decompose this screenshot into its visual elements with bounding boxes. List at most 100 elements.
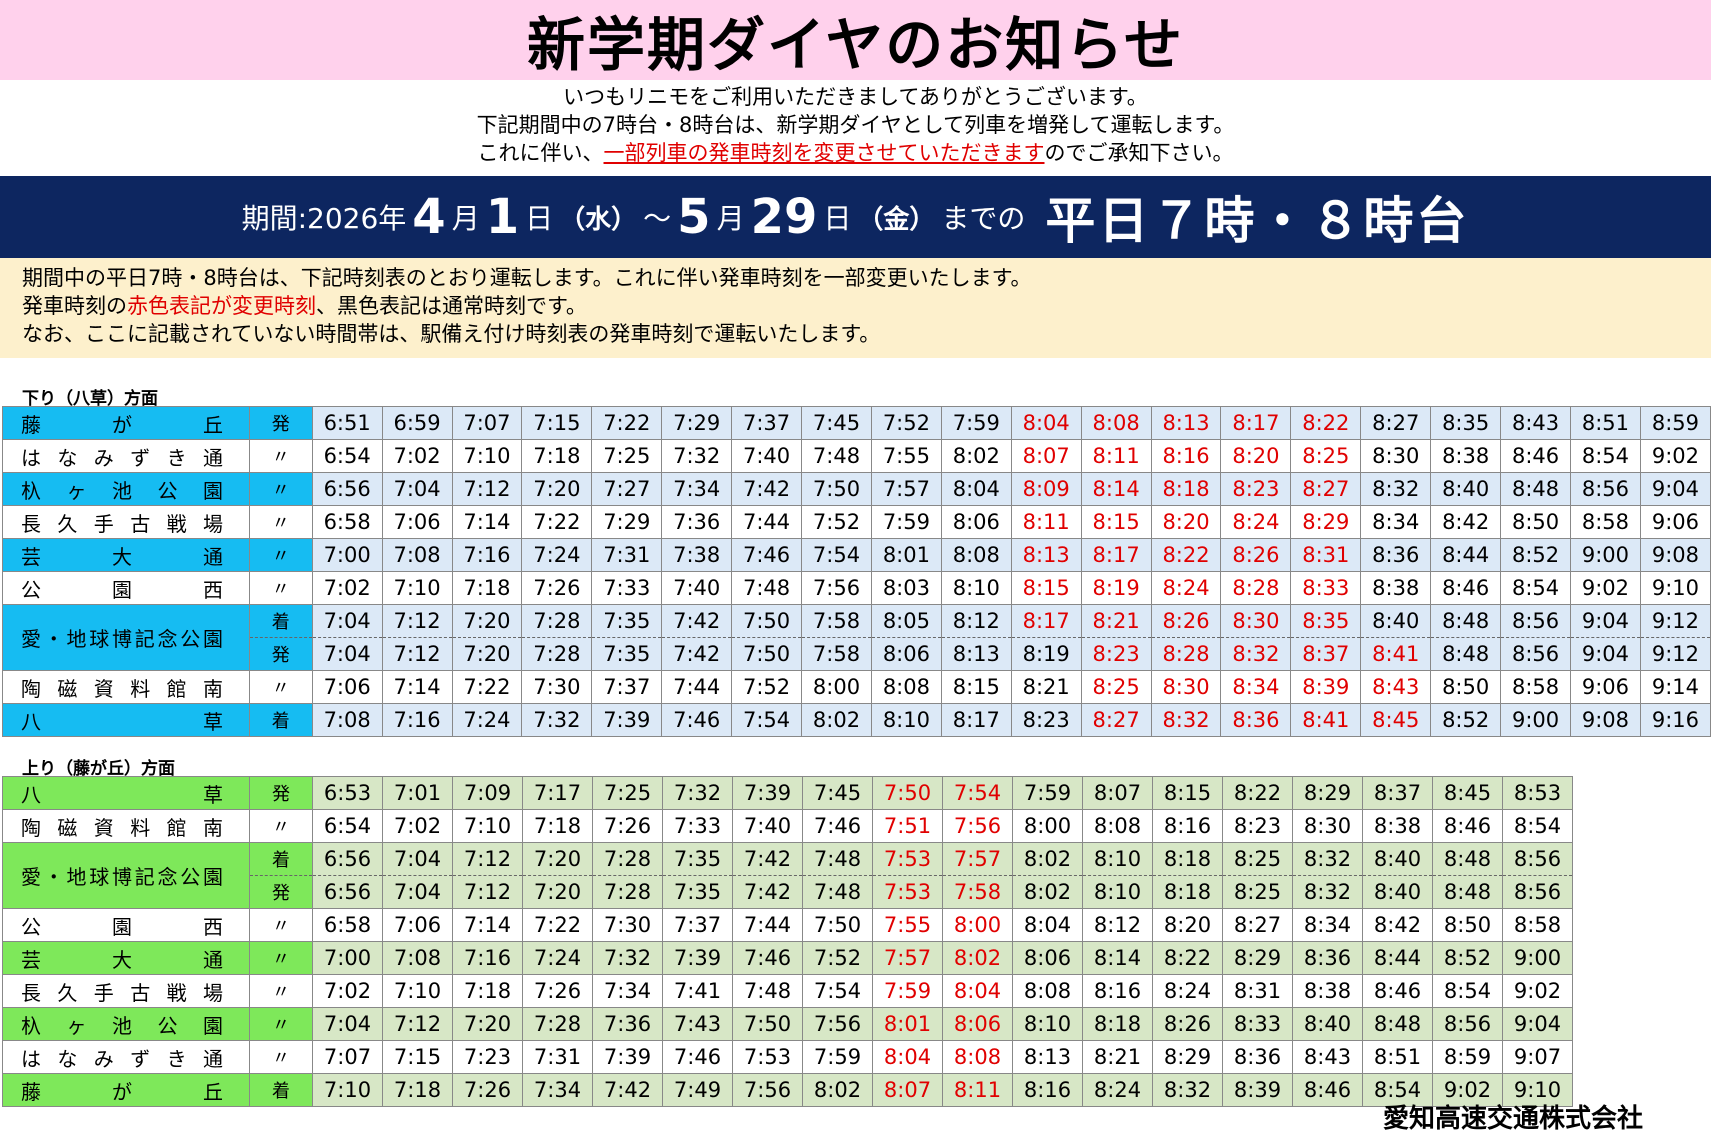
time-cell: 8:10 [870,703,942,737]
time-cell: 8:00 [1012,809,1083,843]
time-cell: 7:44 [661,670,733,704]
time-cell: 7:20 [521,472,593,506]
time-cell: 8:08 [940,538,1012,572]
time-cell: 8:02 [940,439,1012,473]
period-start-month: 4 [412,189,446,245]
up-timetable: 八草発 6:53 7:01 7:09 7:17 7:25 7:32 7:39 7:45 7:50 7… [2,776,1573,1107]
station-name: 陶磁資料館南 [21,676,223,701]
time-cell: 7:07 [451,406,523,440]
time-cell: 7:28 [521,604,593,638]
time-cell: 8:38 [1430,439,1502,473]
time-cell: 7:41 [662,974,733,1008]
station-name: 八草 [21,709,223,734]
time-cell: 7:36 [592,1007,663,1041]
time-cell: 8:48 [1430,637,1502,671]
time-cell: 8:45 [1432,776,1503,810]
time-cell: 8:22 [1290,406,1362,440]
station-cell: 公園西 [2,571,250,605]
intro-text: いつもリニモをご利用いただきましてありがとうございます。 下記期間中の7時台・8… [0,83,1711,167]
time-cell: 7:42 [732,842,803,876]
time-cell: 8:15 [1152,776,1223,810]
time-cell: 8:54 [1502,809,1573,843]
time-cell: 8:08 [1080,406,1152,440]
time-cell: 8:01 [872,1007,943,1041]
time-cell: 7:53 [872,875,943,909]
time-cell: 8:14 [1082,941,1153,975]
period-end-month: 5 [677,189,711,245]
time-cell: 8:29 [1222,941,1293,975]
time-cell: 7:18 [522,809,593,843]
time-cell: 7:25 [591,439,663,473]
time-cell: 7:10 [312,1073,383,1107]
time-cell: 8:08 [1012,974,1083,1008]
time-cell: 8:08 [942,1040,1013,1074]
time-cell: 7:26 [452,1073,523,1107]
time-cell: 7:04 [312,1007,383,1041]
timetable-row: 公園西〃 7:02 7:10 7:18 7:26 7:33 7:40 7:48 7:56 8:03… [2,571,1711,605]
time-cell: 8:58 [1502,908,1573,942]
time-cell: 7:45 [801,406,872,440]
time-cell: 8:40 [1292,1007,1363,1041]
time-cell: 8:35 [1290,604,1362,638]
time-cell: 7:58 [801,604,872,638]
time-cell: 8:10 [1082,842,1153,876]
time-cell: 7:28 [592,842,663,876]
time-cell: 8:18 [1150,472,1222,506]
time-cell: 7:48 [732,974,803,1008]
time-cell: 7:35 [662,842,733,876]
time-cell: 8:32 [1292,875,1363,909]
time-cell: 8:07 [1010,439,1082,473]
time-cell: 8:23 [1080,637,1152,671]
time-cell: 8:54 [1432,974,1503,1008]
time-cell: 7:46 [731,538,803,572]
time-cell: 8:32 [1150,703,1222,737]
time-cell: 8:29 [1290,505,1362,539]
arr-dep-mark: 〃 [249,941,313,975]
time-cell: 8:59 [1432,1040,1503,1074]
time-cell: 9:12 [1639,604,1711,638]
time-cell: 7:48 [731,571,803,605]
timetable-row: 愛・地球博記念公園着 7:04 7:12 7:20 7:28 7:35 7:42 7:50 7:… [2,604,1711,671]
station-name: 杁ヶ池公園 [21,478,223,503]
time-cell: 7:16 [452,941,523,975]
time-cell: 7:37 [591,670,663,704]
time-cell: 9:06 [1639,505,1711,539]
time-cell: 8:26 [1150,604,1222,638]
time-cell: 7:30 [521,670,593,704]
time-cell: 8:22 [1150,538,1222,572]
time-cell: 8:20 [1150,505,1222,539]
time-cell: 7:34 [661,472,733,506]
time-cell: 8:09 [1010,472,1082,506]
time-cell: 8:36 [1360,538,1432,572]
time-cell: 8:23 [1222,809,1293,843]
time-cell: 7:46 [802,809,873,843]
time-cell: 8:13 [1012,1040,1083,1074]
station-name: 八草 [21,782,223,807]
time-cell: 7:46 [732,941,803,975]
time-cell: 7:26 [592,809,663,843]
arr-dep-mark: 発 [249,875,313,909]
up-section-heading: 上り（藤が丘）方面 [22,759,175,779]
time-cell: 7:55 [872,908,943,942]
time-cell: 8:46 [1432,809,1503,843]
station-cell: 公園西 [2,908,250,942]
time-cell: 8:17 [1220,406,1292,440]
time-cell: 8:03 [870,571,942,605]
time-cell: 7:07 [312,1040,383,1074]
timetable-row: 発 6:56 7:04 7:12 7:20 7:28 7:35 7:42 7:48 7:53 7:5… [3,875,1573,909]
time-cell: 7:42 [732,875,803,909]
time-cell: 7:02 [311,571,383,605]
time-cell: 8:30 [1360,439,1432,473]
time-cell: 7:53 [872,842,943,876]
time-cell: 9:02 [1570,571,1641,605]
timetable-row: 芸大通〃 7:00 7:08 7:16 7:24 7:31 7:38 7:46 7:54 8:01… [2,538,1711,572]
time-cell: 7:16 [381,703,453,737]
time-cell: 8:56 [1570,472,1641,506]
timetable-row: 芸大通 〃 7:00 7:08 7:16 7:24 7:32 7:39 7:46 7:52 7:57… [2,941,1573,975]
time-cell: 7:04 [381,472,453,506]
time-cell: 8:33 [1222,1007,1293,1041]
time-cell: 8:18 [1082,1007,1153,1041]
time-cell: 7:00 [312,941,383,975]
time-cell: 7:27 [591,472,663,506]
time-cell: 9:04 [1502,1007,1573,1041]
